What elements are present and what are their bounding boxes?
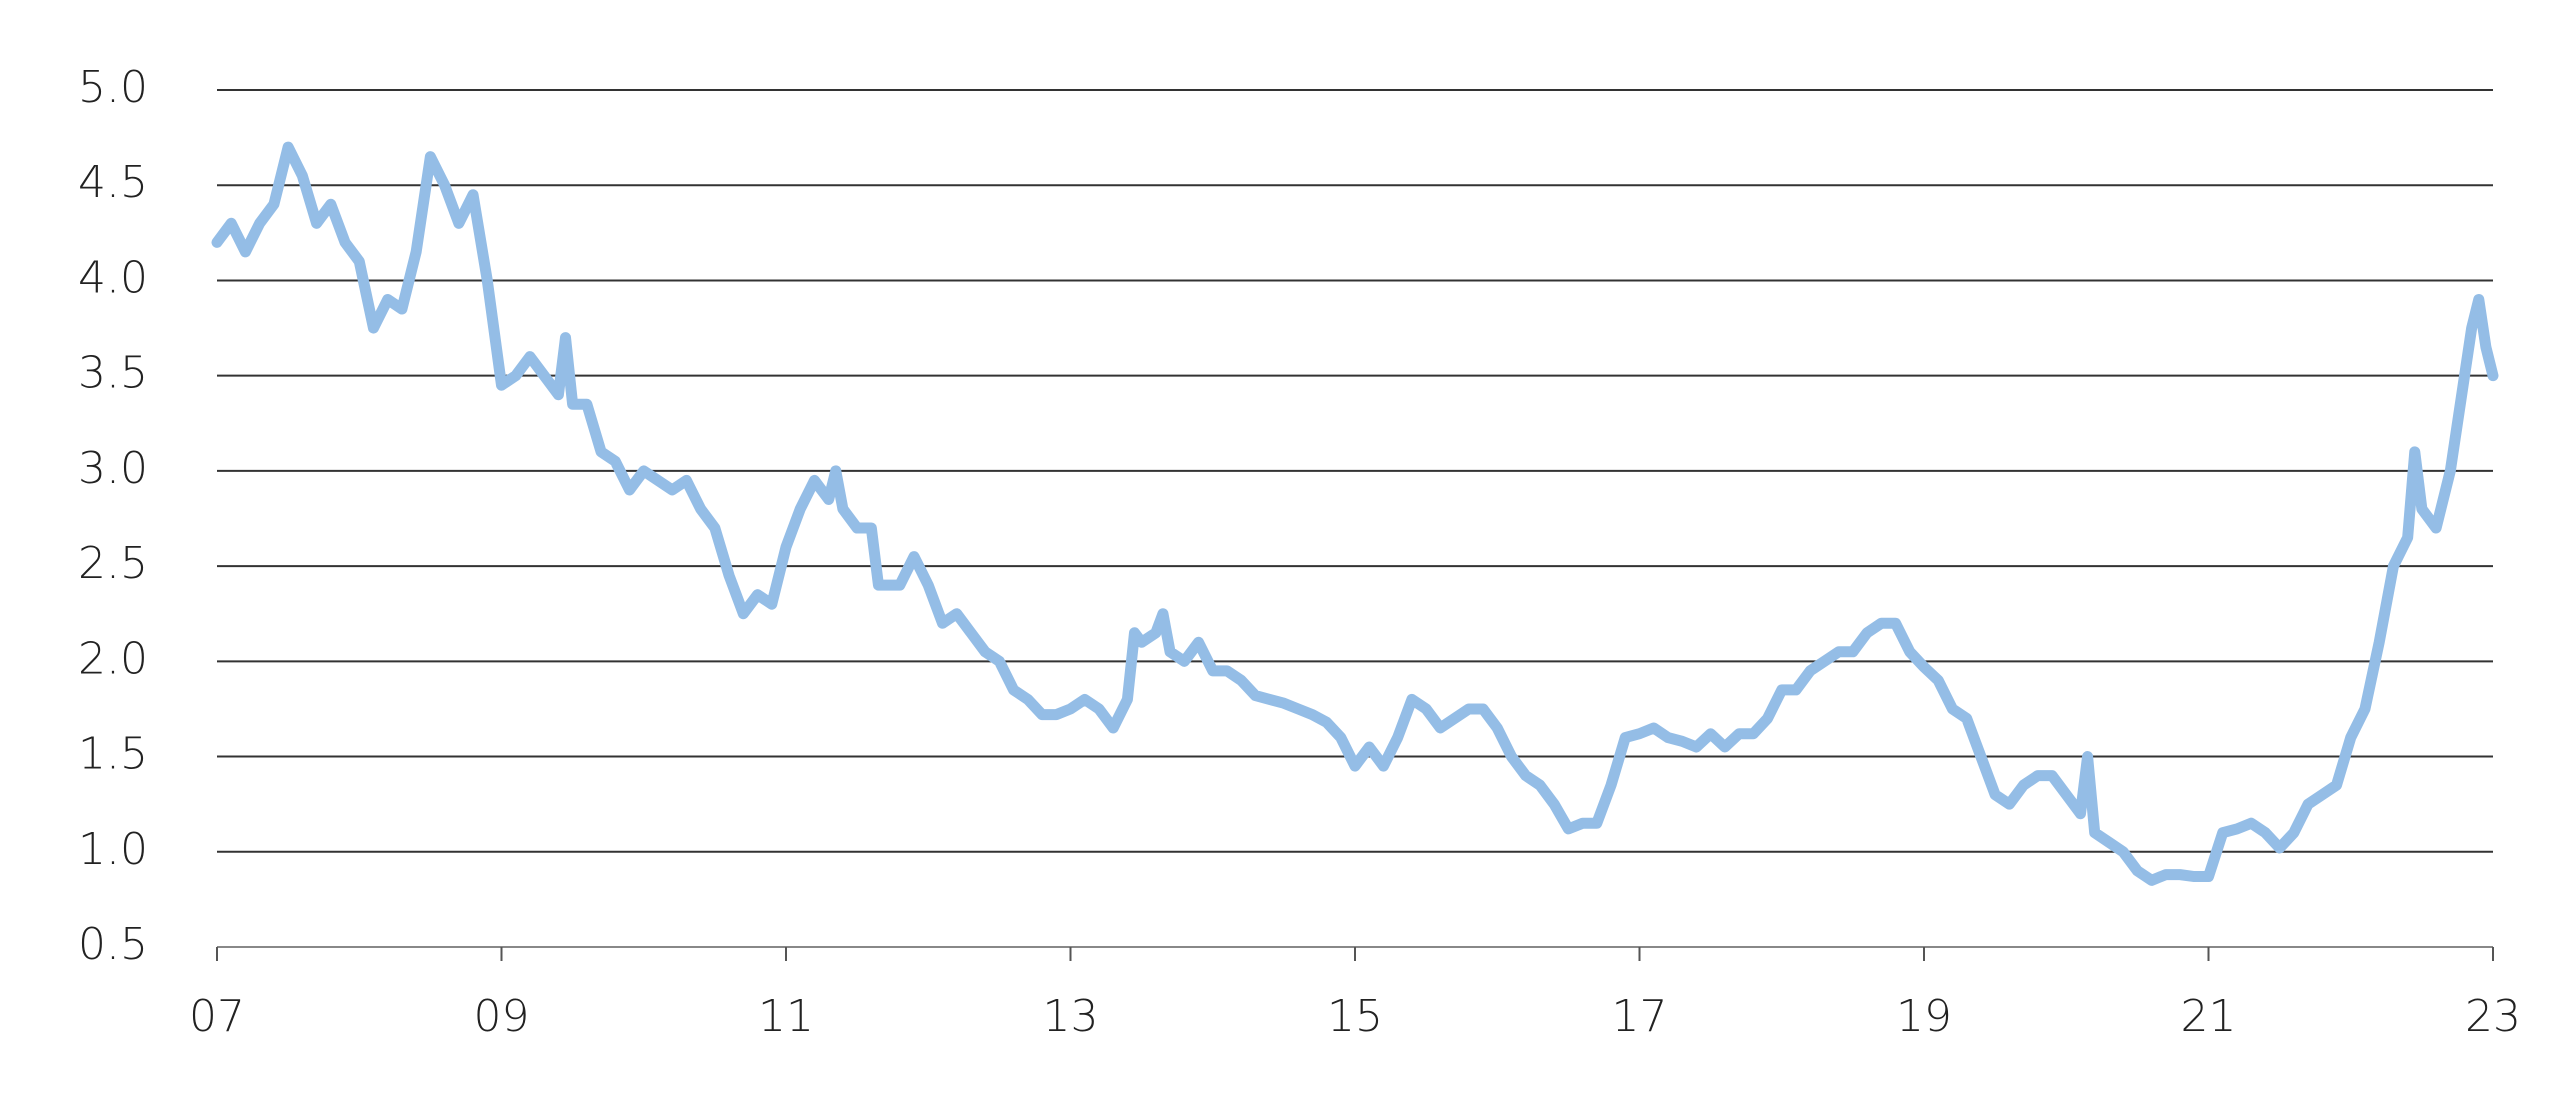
- y-tick-label: 0.5: [78, 919, 148, 970]
- y-tick-label: 3.5: [78, 348, 148, 399]
- x-tick-label: 13: [1043, 991, 1099, 1042]
- x-tick-label: 17: [1612, 991, 1668, 1042]
- x-tick-label: 21: [2181, 991, 2237, 1042]
- y-tick-label: 1.0: [78, 824, 148, 875]
- x-tick-label: 07: [189, 991, 245, 1042]
- data-line: [211, 141, 2499, 886]
- x-tick-label: 15: [1327, 991, 1383, 1042]
- x-tick-label: 23: [2465, 991, 2521, 1042]
- y-tick-label: 5.0: [78, 62, 148, 113]
- y-tick-label: 1.5: [78, 729, 148, 780]
- y-tick-label: 2.0: [78, 633, 148, 684]
- x-tick-label: 11: [758, 991, 814, 1042]
- y-tick-label: 4.5: [78, 157, 148, 208]
- y-tick-label: 2.5: [78, 538, 148, 589]
- x-tick-label: 19: [1896, 991, 1952, 1042]
- y-tick-label: 4.0: [78, 252, 148, 303]
- x-tick-label: 09: [474, 991, 530, 1042]
- y-tick-label: 3.0: [78, 443, 148, 494]
